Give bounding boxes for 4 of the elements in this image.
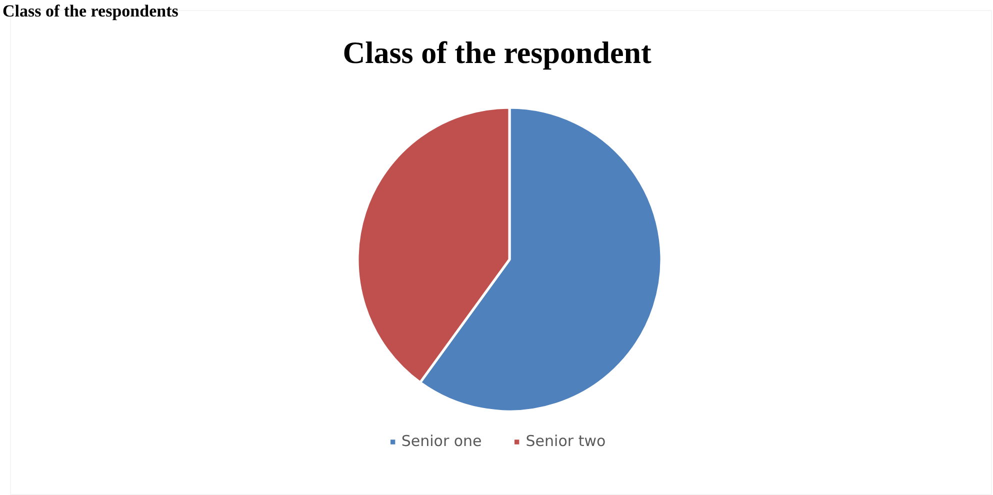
legend-label: Senior one	[401, 432, 482, 450]
legend-label: Senior two	[526, 432, 606, 450]
chart-title: Class of the respondent	[342, 35, 652, 70]
text: Class of the respondents	[2, 2, 179, 20]
